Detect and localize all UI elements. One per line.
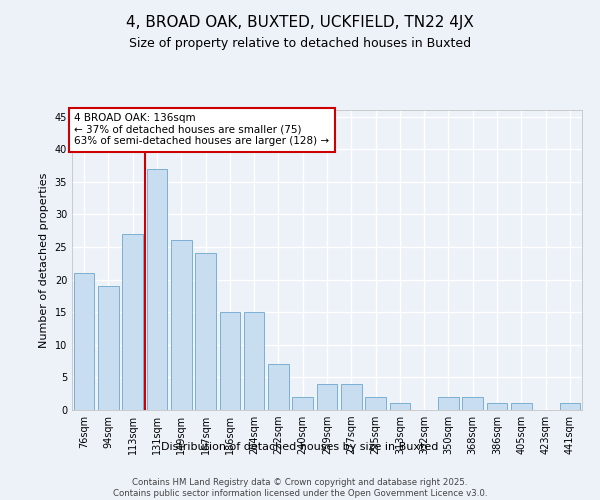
Bar (195, 254, 216, 410)
Y-axis label: Number of detached properties: Number of detached properties (39, 172, 49, 348)
Text: 4, BROAD OAK, BUXTED, UCKFIELD, TN22 4JX: 4, BROAD OAK, BUXTED, UCKFIELD, TN22 4JX (126, 15, 474, 30)
Bar (438, 397, 459, 410)
Text: 4 BROAD OAK: 136sqm
← 37% of detached houses are smaller (75)
63% of semi-detach: 4 BROAD OAK: 136sqm ← 37% of detached ho… (74, 114, 329, 146)
Text: Distribution of detached houses by size in Buxted: Distribution of detached houses by size … (161, 442, 439, 452)
Bar (317, 384, 337, 410)
Bar (220, 312, 240, 410)
Bar (560, 404, 580, 410)
Bar (389, 404, 410, 410)
Text: Size of property relative to detached houses in Buxted: Size of property relative to detached ho… (129, 38, 471, 51)
Bar (146, 168, 167, 410)
Bar (511, 404, 532, 410)
Bar (341, 384, 362, 410)
Bar (292, 397, 313, 410)
Bar (171, 240, 191, 410)
Bar (463, 397, 483, 410)
Bar (487, 404, 508, 410)
Text: Contains HM Land Registry data © Crown copyright and database right 2025.
Contai: Contains HM Land Registry data © Crown c… (113, 478, 487, 498)
Bar (268, 364, 289, 410)
Bar (244, 312, 265, 410)
Bar (122, 234, 143, 410)
Bar (74, 273, 94, 410)
Bar (365, 397, 386, 410)
Bar (98, 286, 119, 410)
